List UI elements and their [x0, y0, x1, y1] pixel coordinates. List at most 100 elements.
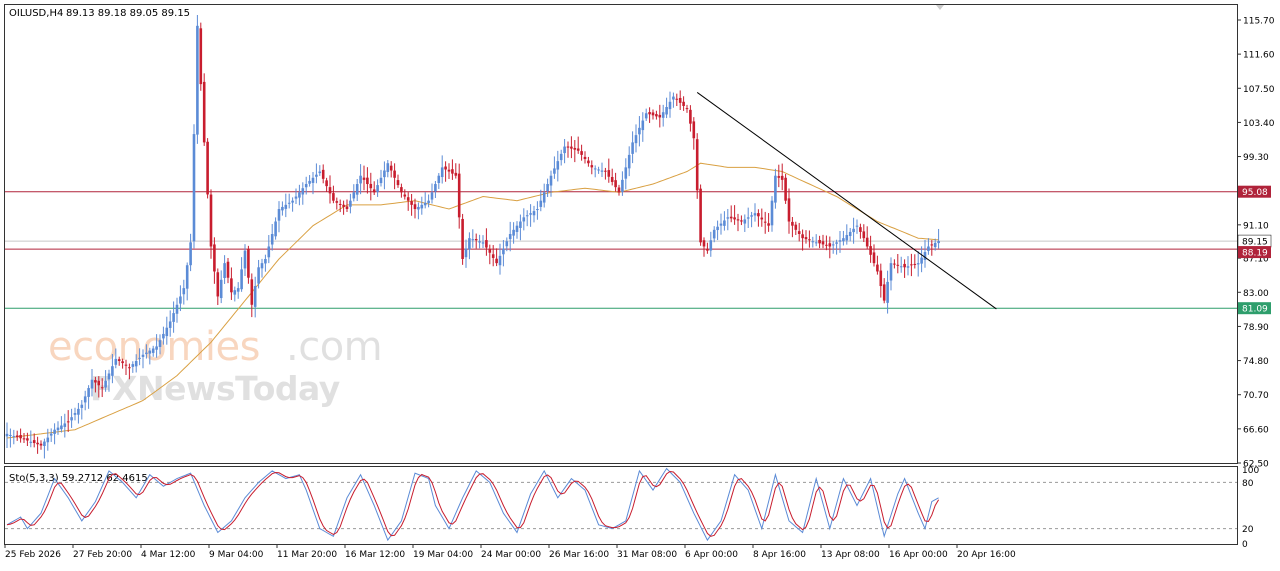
candle-body: [522, 217, 526, 222]
candle-body: [614, 180, 617, 188]
candle-body: [835, 242, 838, 244]
candle-body: [145, 352, 148, 354]
candle-body: [566, 146, 570, 148]
candle-body: [202, 81, 206, 143]
candle-body: [583, 156, 587, 160]
price-tag-label: 88.19: [1242, 249, 1268, 259]
scroll-marker-icon[interactable]: [936, 5, 944, 10]
candle-body: [437, 175, 441, 184]
candle-body: [515, 225, 519, 232]
price-tag: 81.09: [1238, 302, 1271, 315]
candle-body: [763, 221, 767, 223]
candle-body: [519, 221, 522, 228]
candle-body: [845, 235, 849, 241]
candle-body: [784, 177, 787, 201]
watermark-fxnewstoday: FXNewsToday: [90, 369, 340, 408]
candle-body: [66, 421, 70, 423]
time-tick-label: 9 Mar 04:00: [209, 550, 264, 560]
time-tick-label: 16 Mar 12:00: [345, 550, 405, 560]
candle-body: [886, 281, 889, 303]
candle-body: [366, 177, 369, 185]
candle-body: [26, 438, 29, 441]
candle-body: [240, 269, 243, 290]
candle-body: [15, 435, 19, 438]
candle-body: [906, 266, 910, 268]
candle-body: [852, 228, 855, 233]
candle-body: [284, 204, 288, 209]
watermark: economies .com FXNewsToday: [48, 324, 383, 408]
candle-body: [124, 364, 128, 366]
oscillator-tick-label: 100: [1242, 466, 1259, 476]
candle-body: [253, 286, 257, 307]
candle-body: [396, 180, 400, 186]
moving-average-line: [6, 162, 939, 439]
candle-body: [729, 216, 733, 219]
price-tag-label: 89.15: [1242, 238, 1268, 248]
price-tick-label: 87.10: [1243, 255, 1269, 265]
candle-body: [36, 442, 39, 445]
watermark-economies: economies: [48, 324, 260, 370]
moving-average-layer: [6, 162, 939, 439]
candle-body: [192, 134, 196, 242]
candle-body: [410, 201, 413, 205]
candle-body: [536, 209, 539, 211]
candle-body: [641, 120, 645, 131]
candle-body: [621, 179, 624, 192]
candle-body: [97, 380, 101, 386]
candle-body: [689, 109, 692, 124]
candle-body: [831, 244, 835, 246]
candle-body: [468, 238, 471, 250]
candle-body: [777, 176, 781, 178]
candle-body: [658, 114, 662, 118]
time-tick-label: 6 Apr 00:00: [685, 550, 738, 560]
oscillator-panel-frame: [4, 466, 1238, 545]
candle-body: [447, 169, 451, 172]
candle-body: [49, 433, 53, 436]
candle-body: [604, 170, 607, 172]
candle-body: [576, 148, 580, 151]
candle-body: [865, 237, 869, 247]
candle-body: [719, 223, 723, 226]
candle-body: [196, 25, 199, 135]
candle-body: [740, 220, 743, 222]
candle-body: [869, 246, 872, 255]
trendline-layer[interactable]: [696, 92, 997, 310]
candle-body: [678, 97, 682, 103]
candle-body: [495, 258, 498, 264]
candle-body: [383, 170, 386, 178]
candle-body: [736, 219, 740, 221]
candle-body: [247, 248, 250, 278]
oscillator-axis: 100 80 20 0: [1242, 466, 1259, 550]
price-tick-label: 107.50: [1243, 85, 1275, 95]
price-tick-label: 91.10: [1243, 221, 1269, 231]
candle-body: [5, 433, 9, 437]
candle-body: [403, 194, 407, 197]
candle-body: [134, 360, 138, 367]
candle-body: [386, 163, 390, 173]
candle-body: [757, 213, 760, 217]
candle-body: [927, 246, 930, 251]
candle-body: [451, 169, 454, 174]
candle-body: [780, 175, 784, 180]
candle-body: [362, 177, 366, 180]
candle-body: [797, 231, 801, 234]
stochastic-main-line: [6, 467, 939, 542]
candle-body: [270, 234, 274, 245]
candle-body: [454, 172, 458, 176]
candle-body: [746, 217, 750, 219]
candle-body: [923, 252, 927, 260]
candle-body: [376, 185, 379, 192]
candle-body: [73, 413, 77, 415]
candle-body: [753, 213, 757, 216]
candle-body: [842, 238, 845, 242]
candle-body: [879, 270, 883, 287]
time-tick-label: 13 Apr 08:00: [821, 550, 880, 560]
time-tick-label: 31 Mar 08:00: [617, 550, 677, 560]
trendline[interactable]: [696, 92, 997, 310]
candle-body: [83, 396, 87, 403]
candle-body: [308, 180, 311, 184]
candle-body: [185, 265, 189, 289]
candle-body: [172, 313, 175, 322]
